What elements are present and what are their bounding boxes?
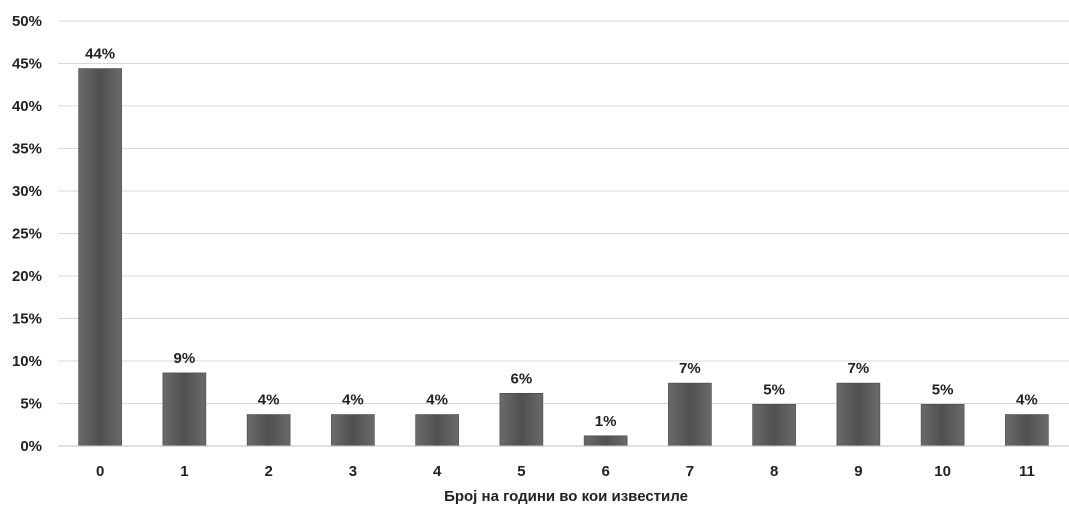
y-tick-label: 0% [20, 438, 42, 455]
x-axis-ticks: 0 1 2 3 4 5 6 7 8 9 10 11 [96, 463, 1035, 480]
data-label: 5% [932, 381, 954, 398]
x-tick-label: 0 [96, 463, 104, 480]
x-tick-label: 9 [854, 463, 862, 480]
bar-0 [78, 68, 122, 447]
x-tick-label: 2 [264, 463, 272, 480]
bar-10 [920, 404, 965, 447]
data-label: 4% [426, 392, 448, 409]
bar-1 [162, 372, 207, 447]
x-tick-label: 6 [601, 463, 609, 480]
bar-11 [1005, 414, 1049, 447]
y-axis-ticks: 0% 5% 10% 15% 20% 25% 30% 35% 40% 45% 50% [12, 13, 42, 455]
bar-9 [836, 382, 881, 447]
data-label: 44% [85, 46, 115, 63]
x-tick-label: 1 [180, 463, 188, 480]
y-tick-label: 45% [12, 56, 42, 73]
y-tick-label: 25% [12, 226, 42, 243]
y-tick-label: 40% [12, 98, 42, 115]
x-axis-title: Број на години во кои известиле [444, 488, 688, 505]
data-label: 7% [848, 360, 870, 377]
x-tick-label: 5 [517, 463, 525, 480]
y-tick-label: 20% [12, 268, 42, 285]
data-label: 1% [595, 413, 617, 430]
x-tick-label: 7 [686, 463, 694, 480]
x-tick-label: 11 [1019, 463, 1035, 480]
bar-6 [583, 435, 628, 447]
y-tick-label: 30% [12, 183, 42, 200]
y-tick-label: 15% [12, 311, 42, 328]
data-label: 6% [511, 370, 533, 387]
bar-8 [752, 404, 796, 447]
data-labels: 44% 9% 4% 4% 4% 6% 1% 7% 5% 7% 5% 4% [85, 46, 1038, 430]
y-tick-label: 5% [20, 396, 42, 413]
bar-5 [499, 392, 544, 447]
y-tick-label: 35% [12, 141, 42, 158]
bars [78, 68, 1049, 447]
data-label: 9% [174, 350, 196, 367]
data-label: 4% [258, 392, 280, 409]
gridlines [58, 20, 1069, 404]
data-label: 4% [1016, 392, 1038, 409]
bar-3 [331, 414, 375, 447]
y-tick-label: 10% [12, 353, 42, 370]
x-tick-label: 8 [770, 463, 778, 480]
data-label: 7% [679, 360, 701, 377]
data-label: 4% [342, 392, 364, 409]
x-tick-label: 10 [934, 463, 951, 480]
y-tick-label: 50% [12, 13, 42, 30]
data-label: 5% [763, 381, 785, 398]
bar-7 [668, 382, 712, 447]
bar-2 [246, 414, 291, 447]
x-tick-label: 3 [349, 463, 357, 480]
bar-4 [415, 414, 459, 447]
x-tick-label: 4 [433, 463, 442, 480]
